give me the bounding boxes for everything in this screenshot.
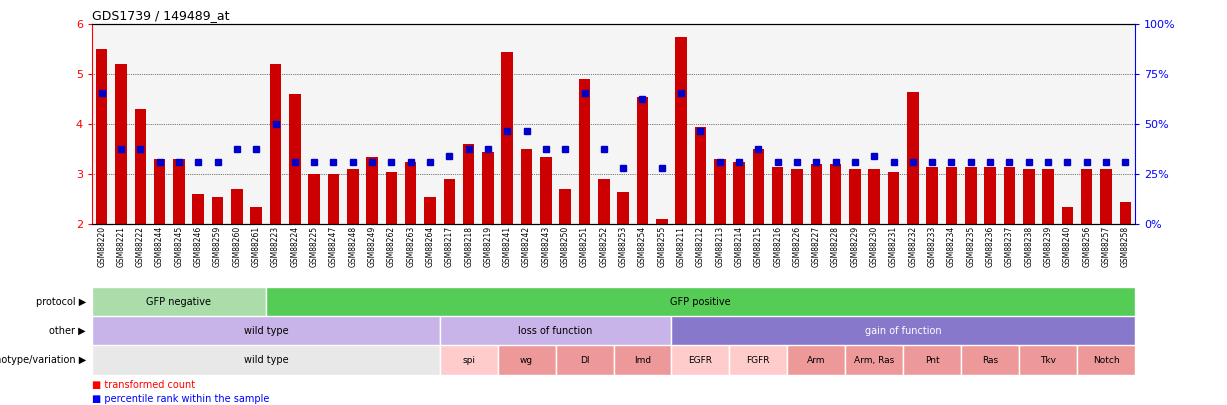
Bar — [502, 52, 513, 224]
Bar — [347, 169, 358, 224]
Text: spi: spi — [463, 356, 475, 364]
Bar — [637, 97, 648, 224]
Bar — [714, 159, 725, 224]
Bar — [115, 64, 126, 224]
Bar — [671, 345, 729, 375]
Text: FGFR: FGFR — [746, 356, 771, 364]
Text: GDS1739 / 149489_at: GDS1739 / 149489_at — [92, 9, 229, 22]
Bar — [614, 345, 671, 375]
Text: EGFR: EGFR — [688, 356, 713, 364]
Bar — [752, 149, 764, 224]
Bar — [617, 192, 629, 224]
Bar — [250, 207, 263, 224]
Bar — [463, 144, 475, 224]
Bar — [869, 169, 880, 224]
Bar — [367, 157, 378, 224]
Text: Tkv: Tkv — [1040, 356, 1056, 364]
Bar — [556, 345, 614, 375]
Bar — [1077, 345, 1135, 375]
Bar — [92, 287, 266, 316]
Bar — [498, 345, 556, 375]
Bar — [729, 345, 788, 375]
Bar — [328, 175, 339, 224]
Bar — [1081, 169, 1092, 224]
Text: Imd: Imd — [634, 356, 652, 364]
Text: ■ transformed count: ■ transformed count — [92, 380, 195, 390]
Bar — [964, 167, 977, 224]
Bar — [984, 167, 996, 224]
Text: Ras: Ras — [982, 356, 999, 364]
Bar — [405, 162, 416, 224]
Bar — [520, 149, 533, 224]
Bar — [270, 64, 281, 224]
Bar — [598, 179, 610, 224]
Bar — [772, 167, 784, 224]
Bar — [212, 197, 223, 224]
Bar — [290, 94, 301, 224]
Bar — [193, 194, 204, 224]
Text: Notch: Notch — [1093, 356, 1119, 364]
Bar — [1020, 345, 1077, 375]
Bar — [907, 92, 919, 224]
Bar — [1042, 169, 1054, 224]
Bar — [845, 345, 903, 375]
Bar — [829, 164, 842, 224]
Bar — [425, 197, 436, 224]
Bar — [926, 167, 937, 224]
Bar — [153, 159, 166, 224]
Text: GFP positive: GFP positive — [670, 297, 731, 307]
Text: GFP negative: GFP negative — [146, 297, 211, 307]
Bar — [439, 345, 498, 375]
Bar — [92, 316, 439, 345]
Bar — [888, 172, 899, 224]
Bar — [92, 345, 439, 375]
Bar — [671, 316, 1135, 345]
Bar — [443, 179, 455, 224]
Bar — [135, 109, 146, 224]
Bar — [903, 345, 961, 375]
Bar — [694, 127, 707, 224]
Text: ■ percentile rank within the sample: ■ percentile rank within the sample — [92, 394, 270, 404]
Bar — [540, 157, 552, 224]
Text: wild type: wild type — [243, 355, 288, 365]
Bar — [656, 220, 667, 224]
Text: protocol ▶: protocol ▶ — [36, 297, 86, 307]
Bar — [791, 169, 802, 224]
Bar — [675, 37, 687, 224]
Text: wild type: wild type — [243, 326, 288, 336]
Bar — [1061, 207, 1074, 224]
Text: Arm, Ras: Arm, Ras — [854, 356, 894, 364]
Text: genotype/variation ▶: genotype/variation ▶ — [0, 355, 86, 365]
Text: Pnt: Pnt — [925, 356, 940, 364]
Text: Dl: Dl — [580, 356, 589, 364]
Text: wg: wg — [520, 356, 534, 364]
Bar — [946, 167, 957, 224]
Text: other ▶: other ▶ — [49, 326, 86, 336]
Text: loss of function: loss of function — [518, 326, 593, 336]
Bar — [266, 287, 1135, 316]
Text: gain of function: gain of function — [865, 326, 941, 336]
Bar — [96, 49, 108, 224]
Bar — [1004, 167, 1015, 224]
Bar — [231, 190, 243, 224]
Bar — [308, 175, 320, 224]
Bar — [579, 79, 590, 224]
Bar — [788, 345, 845, 375]
Bar — [961, 345, 1020, 375]
Bar — [560, 190, 571, 224]
Bar — [482, 152, 493, 224]
Bar — [811, 164, 822, 224]
Bar — [439, 316, 671, 345]
Bar — [385, 172, 398, 224]
Bar — [1101, 169, 1112, 224]
Bar — [173, 159, 185, 224]
Bar — [1023, 169, 1034, 224]
Bar — [849, 169, 860, 224]
Text: Arm: Arm — [807, 356, 826, 364]
Bar — [734, 162, 745, 224]
Bar — [1119, 202, 1131, 224]
